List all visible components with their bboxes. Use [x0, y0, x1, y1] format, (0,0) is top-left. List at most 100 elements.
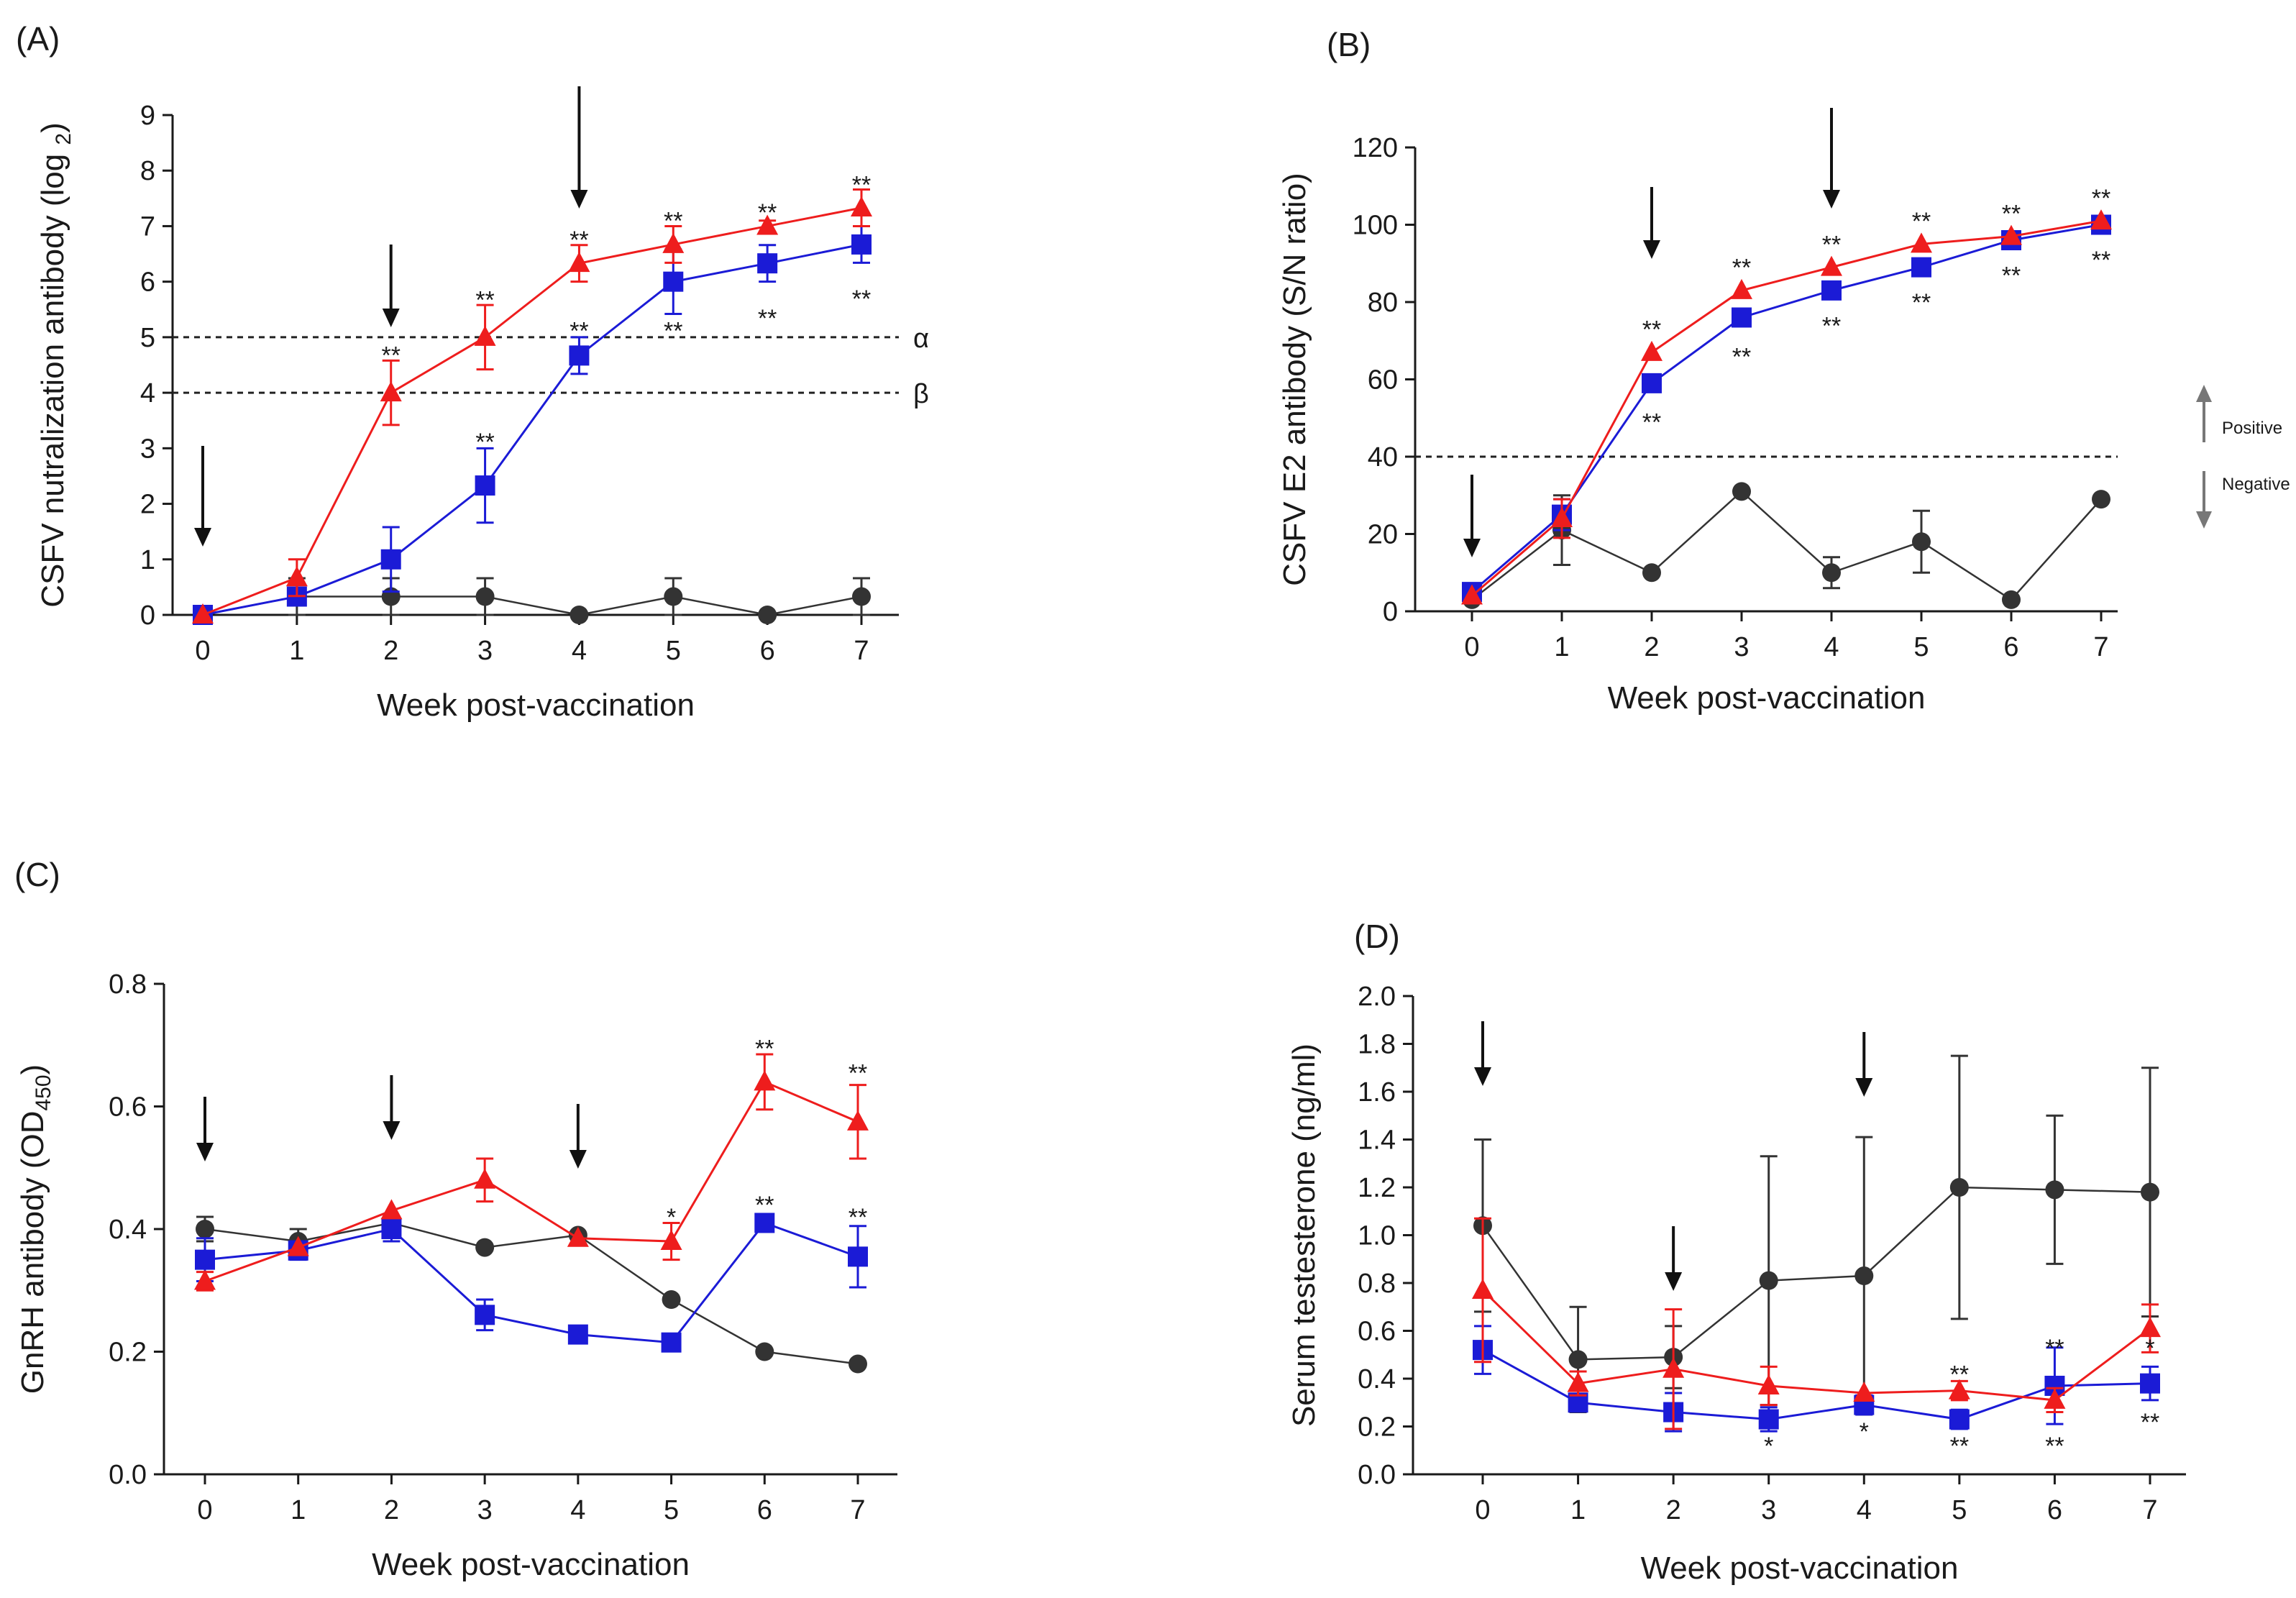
data-point-black[interactable]: [1912, 532, 1931, 552]
data-point-red[interactable]: [1567, 1371, 1589, 1392]
y-tick-label: 3: [140, 434, 155, 464]
data-point-black[interactable]: [1759, 1271, 1778, 1290]
data-point-blue[interactable]: [851, 234, 872, 255]
data-point-red[interactable]: [660, 1230, 682, 1251]
data-point-black[interactable]: [849, 1354, 867, 1374]
data-point-blue[interactable]: [569, 345, 590, 366]
y-axis-label-main: Serum testesterone (ng/ml): [1286, 1044, 1322, 1427]
data-point-red[interactable]: [1911, 232, 1932, 253]
data-point-red[interactable]: [1662, 1357, 1685, 1378]
data-point-blue[interactable]: [475, 475, 495, 496]
y-tick-label: 1: [140, 545, 155, 575]
significance-label: **: [2092, 247, 2110, 274]
data-point-red[interactable]: [474, 1168, 496, 1189]
panel-label: (C): [14, 856, 60, 893]
data-point-black[interactable]: [1854, 1266, 1874, 1286]
data-point-red[interactable]: [1757, 1374, 1780, 1394]
data-point-red[interactable]: [662, 232, 685, 253]
data-point-blue[interactable]: [381, 1219, 402, 1239]
x-tick-label: 5: [664, 1495, 679, 1525]
vaccination-arrowhead-icon: [1463, 539, 1481, 557]
data-point-blue[interactable]: [848, 1246, 868, 1267]
data-point-red[interactable]: [1731, 278, 1752, 299]
y-axis-label-subscript: 450: [32, 1074, 55, 1110]
data-point-red[interactable]: [1821, 255, 1842, 276]
significance-label: **: [2002, 200, 2021, 227]
data-point-red[interactable]: [754, 1070, 776, 1091]
data-point-black[interactable]: [664, 587, 683, 606]
data-point-blue[interactable]: [380, 549, 401, 570]
series-line-blue: [1482, 1348, 2151, 1421]
y-tick-label: 1.4: [1358, 1126, 1396, 1156]
data-point-black[interactable]: [2002, 590, 2021, 609]
y-tick-label: 0.4: [1358, 1364, 1396, 1394]
data-point-black[interactable]: [1949, 1178, 1969, 1197]
data-point-red[interactable]: [1948, 1379, 1970, 1400]
data-point-black[interactable]: [755, 1342, 774, 1361]
data-point-black[interactable]: [1642, 563, 1661, 583]
significance-label: **: [2045, 1335, 2064, 1362]
data-point-black[interactable]: [2045, 1180, 2064, 1200]
data-point-blue[interactable]: [475, 1305, 495, 1325]
data-point-black[interactable]: [2141, 1182, 2159, 1202]
data-point-red[interactable]: [1461, 584, 1483, 605]
data-point-black[interactable]: [570, 606, 589, 624]
data-point-red[interactable]: [194, 1269, 216, 1290]
data-point-red[interactable]: [474, 325, 496, 346]
data-point-red[interactable]: [1641, 340, 1662, 361]
data-point-blue[interactable]: [567, 1324, 588, 1345]
data-point-black[interactable]: [662, 1290, 681, 1310]
data-point-red[interactable]: [380, 381, 402, 402]
data-point-red[interactable]: [1551, 507, 1573, 527]
series-line-red: [1471, 219, 2102, 597]
data-point-red[interactable]: [285, 566, 308, 587]
data-point-red[interactable]: [380, 1199, 403, 1220]
data-point-blue[interactable]: [1758, 1409, 1779, 1430]
data-point-red[interactable]: [287, 1236, 309, 1256]
data-point-blue[interactable]: [1642, 373, 1662, 393]
data-point-red[interactable]: [2044, 1388, 2066, 1409]
data-point-black[interactable]: [1568, 1350, 1588, 1369]
data-point-black[interactable]: [475, 587, 495, 606]
data-point-black[interactable]: [1822, 563, 1841, 583]
data-point-red[interactable]: [568, 252, 590, 273]
data-point-black[interactable]: [475, 1238, 495, 1257]
data-point-blue[interactable]: [1911, 257, 1931, 278]
x-tick-label: 6: [760, 636, 775, 666]
data-point-red[interactable]: [847, 1110, 869, 1131]
data-point-black[interactable]: [852, 587, 871, 606]
data-point-red[interactable]: [567, 1226, 589, 1247]
y-tick-label: 0.2: [109, 1338, 147, 1368]
data-point-blue[interactable]: [757, 253, 778, 274]
panel-a: (A) 0 1 2 3 4 5 6 7 8 9 0 1 2 3 4 5 6 7 Week post-vaccinati…: [16, 20, 929, 723]
data-point-red[interactable]: [851, 196, 872, 216]
data-point-blue[interactable]: [754, 1213, 775, 1233]
y-axis-label: CSFV nutralization antibody (log 2): [35, 122, 76, 608]
data-point-red[interactable]: [1472, 1278, 1494, 1299]
data-point-blue[interactable]: [661, 1332, 682, 1353]
data-point-red[interactable]: [2090, 209, 2112, 230]
series-line-red: [202, 206, 862, 616]
data-point-red[interactable]: [756, 214, 779, 235]
x-tick-label: 6: [2003, 632, 2018, 662]
data-point-blue[interactable]: [195, 1249, 215, 1270]
data-point-red[interactable]: [2139, 1317, 2161, 1338]
data-point-blue[interactable]: [2140, 1373, 2160, 1394]
data-point-blue[interactable]: [1949, 1409, 1970, 1430]
y-tick-label: 8: [140, 156, 155, 186]
data-point-red[interactable]: [2000, 224, 2022, 245]
x-tick-label: 3: [1761, 1495, 1776, 1525]
significance-label: **: [664, 208, 682, 235]
data-point-blue[interactable]: [1821, 280, 1842, 301]
data-point-blue[interactable]: [663, 271, 684, 292]
data-point-black[interactable]: [2092, 490, 2110, 509]
data-point-black[interactable]: [1732, 482, 1751, 501]
series-line-red: [204, 1080, 859, 1282]
data-point-red[interactable]: [1853, 1381, 1875, 1402]
data-point-blue[interactable]: [1732, 307, 1752, 328]
significance-label: **: [755, 1036, 774, 1063]
data-point-black[interactable]: [196, 1220, 214, 1238]
data-point-red[interactable]: [192, 603, 214, 624]
x-axis-label: Week post-vaccination: [1608, 680, 1926, 716]
data-point-black[interactable]: [758, 606, 777, 624]
